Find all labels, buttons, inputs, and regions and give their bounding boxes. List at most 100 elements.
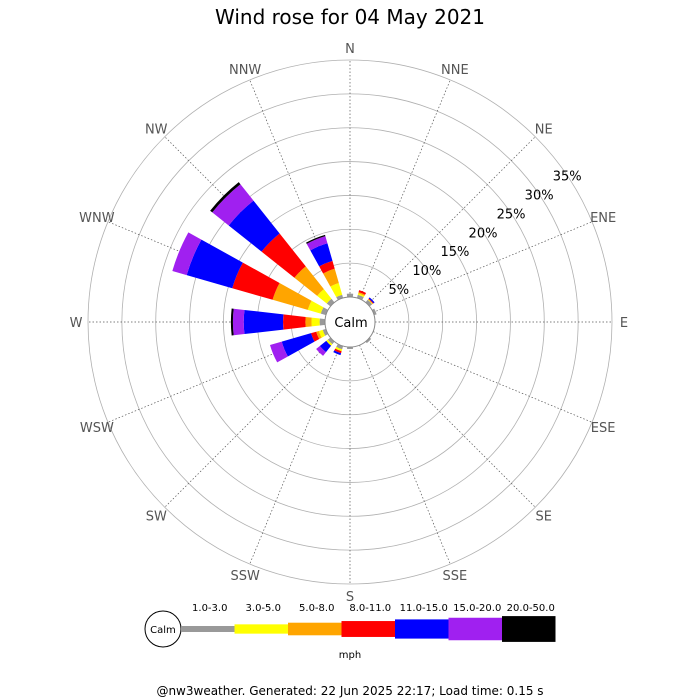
direction-label-nne: NNE: [441, 63, 469, 78]
calm-circle: Calm: [324, 296, 376, 348]
bar-nw-20.0-50.0: [210, 182, 241, 213]
bar-wsw-15.0-20.0: [269, 341, 288, 363]
bar-wsw-11.0-15.0: [281, 333, 315, 357]
direction-label-ne: NE: [535, 122, 553, 137]
bar-sw-15.0-20.0: [316, 345, 327, 356]
bar-w-20.0-50.0: [230, 308, 234, 336]
direction-label-e: E: [620, 316, 628, 331]
bar-n-1.0-3.0: [346, 293, 354, 298]
spoke-se: [367, 339, 536, 508]
radial-tick-label: 25%: [497, 207, 526, 222]
calm-label: Calm: [334, 316, 367, 331]
bar-w-1.0-3.0: [319, 318, 326, 326]
bar-ssw-11.0-15.0: [333, 350, 342, 356]
spoke-nne: [359, 79, 451, 300]
bar-nnw-1.0-3.0: [336, 294, 344, 301]
direction-label-se: SE: [536, 510, 552, 525]
legend-label: 1.0-3.0: [192, 603, 227, 614]
bar-wsw-5.0-8.0: [316, 330, 322, 340]
spoke-ssw: [249, 344, 341, 565]
bar-ne-1.0-3.0: [365, 299, 373, 307]
chart-title: Wind rose for 04 May 2021: [215, 5, 485, 29]
radial-ring: [87, 59, 613, 585]
legend-label: 15.0-20.0: [453, 603, 501, 614]
legend-label: 20.0-50.0: [507, 603, 555, 614]
radial-tick-label: 35%: [553, 169, 582, 184]
direction-label-wsw: WSW: [80, 421, 114, 436]
bar-nne-8.0-11.0: [358, 290, 367, 295]
direction-label-s: S: [346, 590, 354, 605]
radial-tick-label: 10%: [412, 264, 441, 279]
bar-w-5.0-8.0: [305, 316, 312, 328]
legend-label: 11.0-15.0: [400, 603, 448, 614]
bar-sw-11.0-15.0: [319, 340, 332, 353]
bar-wnw-3.0-5.0: [307, 300, 324, 314]
legend-swatch: [502, 616, 556, 642]
wind-bars: [172, 182, 377, 363]
direction-label-ssw: SSW: [230, 569, 260, 584]
bar-ne-11.0-15.0: [368, 297, 375, 304]
bar-nw-8.0-11.0: [261, 233, 306, 278]
bar-nne-1.0-3.0: [356, 294, 364, 301]
bar-nnw-8.0-11.0: [319, 260, 335, 274]
bar-nne-3.0-5.0: [357, 293, 365, 298]
legend-swatch: [448, 617, 502, 641]
bar-nw-11.0-15.0: [228, 200, 280, 252]
radial-tick-labels: 5%10% 15%20% 25% 30% 35%: [388, 169, 581, 298]
legend-label: 8.0-11.0: [349, 603, 391, 614]
bar-wnw-8.0-11.0: [232, 262, 280, 300]
bar-wnw-11.0-15.0: [186, 239, 243, 289]
bar-nnw-20.0-50.0: [306, 234, 326, 244]
legend-label: 5.0-8.0: [299, 603, 334, 614]
bar-nnw-3.0-5.0: [330, 282, 343, 298]
bar-nw-15.0-20.0: [212, 184, 254, 226]
radial-tick-label: 5%: [388, 283, 409, 298]
bar-ssw-8.0-11.0: [334, 348, 342, 354]
bar-nne-5.0-8.0: [358, 292, 366, 296]
bar-nnw-5.0-8.0: [323, 268, 339, 287]
spoke-ese: [372, 331, 593, 423]
bar-nw-3.0-5.0: [317, 289, 332, 304]
bar-ne-8.0-11.0: [368, 298, 374, 304]
speed-legend: Calm 1.0-3.0 3.0-5.0 5.0-8.0 8.0-11.0 11.0-1…: [144, 603, 556, 661]
legend-calm-label: Calm: [150, 625, 176, 636]
bar-nnw-15.0-20.0: [306, 236, 328, 251]
direction-label-n: N: [345, 42, 355, 57]
bar-sw-3.0-5.0: [326, 339, 333, 346]
bar-ssw-1.0-3.0: [336, 343, 344, 350]
direction-labels: N NNE NE ENE E ESE SE SSE S SSW SW WSW W WNW NW NNW: [70, 42, 629, 605]
direction-label-sw: SW: [146, 510, 167, 525]
bar-se-1.0-3.0: [365, 337, 372, 344]
legend-swatch: [234, 624, 288, 634]
direction-label-wnw: WNW: [79, 211, 115, 226]
bar-nnw-11.0-15.0: [310, 243, 333, 267]
spoke-sw: [164, 339, 333, 508]
bar-nw-5.0-8.0: [294, 266, 324, 296]
spoke-ne: [367, 136, 536, 305]
radial-tick-label: 30%: [525, 188, 554, 203]
legend-label: 3.0-5.0: [246, 603, 281, 614]
legend-swatch: [341, 621, 395, 637]
legend-swatch: [288, 622, 342, 636]
radial-tick-label: 20%: [469, 226, 498, 241]
radial-ring: [189, 161, 511, 483]
bar-nw-1.0-3.0: [326, 298, 335, 307]
legend-swatch: [181, 626, 235, 632]
direction-label-nw: NW: [145, 122, 168, 137]
spoke-sse: [359, 344, 451, 565]
bar-w-8.0-11.0: [283, 314, 306, 330]
bar-wnw-5.0-8.0: [272, 282, 312, 310]
bar-wsw-3.0-5.0: [318, 329, 326, 338]
bar-wsw-1.0-3.0: [322, 328, 329, 336]
bar-w-11.0-15.0: [243, 309, 284, 335]
direction-label-ese: ESE: [591, 421, 616, 436]
bar-w-3.0-5.0: [311, 317, 320, 327]
bar-wnw-15.0-20.0: [172, 232, 202, 276]
bar-ene-1.0-3.0: [371, 308, 377, 316]
bar-ssw-3.0-5.0: [335, 346, 343, 352]
spoke-ene: [372, 221, 593, 313]
footer-text: @nw3weather. Generated: 22 Jun 2025 22:1…: [156, 684, 544, 698]
direction-label-w: W: [70, 316, 83, 331]
bar-sw-1.0-3.0: [327, 337, 335, 345]
